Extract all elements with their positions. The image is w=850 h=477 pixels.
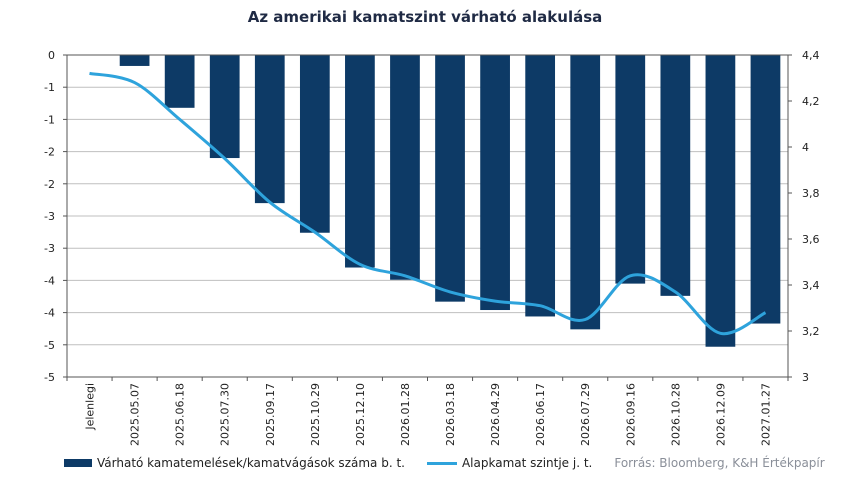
bar-2025.06.18 <box>164 55 195 108</box>
right-tick-label: 4 <box>802 141 809 154</box>
legend-item-line: Alapkamat szintje j. t. <box>426 456 593 470</box>
bar-2025.07.30 <box>209 55 240 159</box>
legend-line-label: Alapkamat szintje j. t. <box>461 456 593 470</box>
bar-2026.03.18 <box>435 55 465 302</box>
legend-bar-label: Várható kamatemelések/kamatvágások száma… <box>97 456 405 470</box>
left-tick-label: -4 <box>44 274 55 287</box>
left-tick-label: -5 <box>44 371 55 384</box>
x-tick-label: 2025.06.18 <box>174 383 187 446</box>
bar-2026.04.29 <box>480 55 510 311</box>
legend: Várható kamatemelések/kamatvágások száma… <box>64 456 825 470</box>
bar-series <box>119 55 781 347</box>
x-tick-label: 2025.07.30 <box>219 383 232 446</box>
chart-title: Az amerikai kamatszint várható alakulása <box>247 8 603 26</box>
left-tick-label: -5 <box>44 339 55 352</box>
axes <box>63 54 792 381</box>
left-tick-label: -2 <box>44 146 55 159</box>
left-tick-label: -1 <box>44 113 55 126</box>
left-tick-label: -1 <box>44 81 55 94</box>
tick-labels: 0 -1 -1 -2 -2 -3 -3 -4 -4 -5 -5 4,4 4,2 4 3,8 3,6 3,4 3,2… <box>44 49 819 446</box>
x-tick-label: 2026.06.17 <box>534 383 547 446</box>
left-tick-label: 0 <box>48 49 55 62</box>
x-tick-label: 2026.03.18 <box>444 383 457 446</box>
bar-2026.09.16 <box>615 55 646 284</box>
right-tick-label: 3,2 <box>802 325 820 338</box>
line-series <box>89 71 767 336</box>
x-tick-label: 2026.09.16 <box>624 383 637 446</box>
right-tick-label: 4,2 <box>802 95 820 108</box>
x-tick-label: 2026.12.09 <box>714 383 727 446</box>
bar-2027.01.27 <box>750 55 781 324</box>
x-tick-label: 2025.05.07 <box>129 383 142 446</box>
legend-line-swatch <box>426 461 457 465</box>
rate-line <box>89 71 767 336</box>
x-tick-label: 2026.04.29 <box>489 383 502 446</box>
left-tick-label: -3 <box>44 242 55 255</box>
left-tick-label: -2 <box>44 178 55 191</box>
x-tick-label: 2025.12.10 <box>354 383 367 446</box>
left-tick-label: -4 <box>44 307 55 320</box>
bar-2025.05.07 <box>119 55 150 66</box>
x-tick-label: 2025.09.17 <box>264 383 277 446</box>
x-tick-label: 2027.01.27 <box>759 383 772 446</box>
x-tick-label: 2026.07.29 <box>579 383 592 446</box>
left-tick-label: -3 <box>44 210 55 223</box>
source-note: Forrás: Bloomberg, K&H Értékpapír <box>614 456 825 470</box>
bar-2025.09.17 <box>254 55 285 204</box>
bar-2025.10.29 <box>299 55 330 233</box>
bar-2026.01.28 <box>390 55 420 280</box>
legend-bar-swatch <box>64 459 92 467</box>
right-tick-label: 4,4 <box>802 49 820 62</box>
x-tick-label: Jelenlegi <box>84 383 97 431</box>
bar-2025.12.10 <box>345 55 375 268</box>
x-tick-label: 2025.10.29 <box>309 383 322 446</box>
legend-item-bars: Várható kamatemelések/kamatvágások száma… <box>64 456 405 470</box>
x-tick-label: 2026.01.28 <box>399 383 412 446</box>
right-tick-label: 3,8 <box>802 187 820 200</box>
x-tick-label: 2026.10.28 <box>669 383 682 446</box>
bar-2026.06.17 <box>525 55 556 317</box>
right-tick-label: 3 <box>802 371 809 384</box>
bar-2026.10.28 <box>660 55 691 296</box>
bar-2026.12.09 <box>705 55 736 347</box>
bar-2026.07.29 <box>570 55 601 330</box>
right-tick-label: 3,4 <box>802 279 820 292</box>
right-tick-label: 3,6 <box>802 233 820 246</box>
